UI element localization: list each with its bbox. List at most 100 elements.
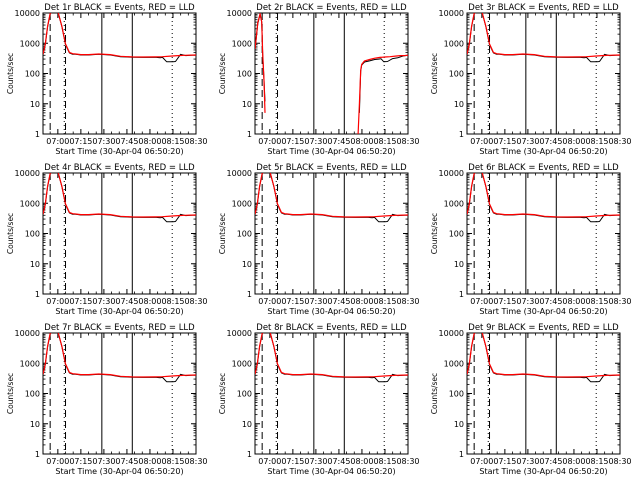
x-axis-label: Start Time (30-Apr-04 06:50:20): [55, 467, 183, 476]
x-tick-label: 07:00: [46, 297, 69, 306]
y-tick-label: 100: [449, 230, 464, 239]
x-tick-label: 08:15: [585, 297, 608, 306]
x-tick-label: 07:15: [493, 297, 516, 306]
panel-title: Det 5r BLACK = Events, RED = LLD: [256, 163, 407, 173]
y-tick-label: 1: [35, 290, 40, 299]
lld-rate-line-1: [467, 333, 620, 378]
marker-lines: [49, 13, 173, 134]
x-tick-label: 07:15: [281, 297, 304, 306]
x-tick-label: 08:00: [138, 137, 161, 146]
x-tick-label: 07:15: [281, 137, 304, 146]
y-tick-label: 100: [449, 70, 464, 79]
x-tick-label: 07:45: [327, 457, 350, 466]
x-tick-label: 07:45: [327, 297, 350, 306]
y-tick-label: 1: [459, 290, 464, 299]
x-tick-label: 07:45: [115, 137, 138, 146]
x-tick-label: 08:00: [350, 297, 373, 306]
x-tick-label: 08:00: [562, 297, 585, 306]
panel-title: Det 9r BLACK = Events, RED = LLD: [468, 323, 619, 333]
y-tick-label: 10000: [439, 329, 464, 338]
x-tick-label: 07:00: [258, 297, 281, 306]
panel-title: Det 7r BLACK = Events, RED = LLD: [44, 323, 195, 333]
detector-panel-5: 1 10 100 1000 10000 07:00 07:15 07:30 07:45 08:00…: [218, 163, 420, 316]
y-tick-label: 1: [247, 290, 252, 299]
y-axis-label: Counts/sec: [6, 213, 15, 254]
series-group: [467, 13, 620, 63]
marker-lines: [49, 173, 173, 294]
x-tick-label: 07:00: [258, 457, 281, 466]
x-tick-label: 08:00: [350, 137, 373, 146]
x-tick-label: 07:30: [304, 137, 327, 146]
x-tick-label: 08:15: [373, 137, 396, 146]
y-tick-label: 100: [25, 230, 40, 239]
y-tick-label: 10: [242, 100, 252, 109]
detector-panel-9: 1 10 100 1000 10000 07:00 07:15 07:30 07:45 08:00…: [430, 323, 632, 476]
x-axis-label: Start Time (30-Apr-04 06:50:20): [267, 307, 395, 316]
x-tick-label: 07:00: [258, 137, 281, 146]
y-tick-label: 10: [242, 260, 252, 269]
y-tick-label: 1000: [444, 359, 464, 368]
y-tick-label: 100: [237, 70, 252, 79]
marker-lines: [473, 13, 597, 134]
x-tick-label: 08:15: [585, 457, 608, 466]
y-tick-label: 100: [237, 230, 252, 239]
marker-lines: [49, 333, 173, 454]
lld-rate-line-3: [357, 54, 408, 134]
x-tick-label: 08:15: [373, 457, 396, 466]
y-tick-label: 10: [454, 260, 464, 269]
detector-panel-7: 1 10 100 1000 10000 07:00 07:15 07:30 07:45 08:00…: [6, 323, 208, 476]
y-tick-label: 10000: [15, 169, 40, 178]
x-tick-label: 07:00: [46, 457, 69, 466]
detector-panel-6: 1 10 100 1000 10000 07:00 07:15 07:30 07:45 08:00…: [430, 163, 632, 316]
y-tick-label: 1000: [232, 39, 252, 48]
y-tick-label: 10000: [227, 169, 252, 178]
x-tick-label: 08:30: [184, 457, 207, 466]
x-tick-label: 07:15: [281, 457, 304, 466]
x-axis-label: Start Time (30-Apr-04 06:50:20): [55, 147, 183, 156]
x-tick-label: 08:00: [562, 137, 585, 146]
y-axis-label: Counts/sec: [218, 373, 227, 414]
x-tick-label: 08:15: [373, 297, 396, 306]
panel-title: Det 6r BLACK = Events, RED = LLD: [468, 163, 619, 173]
x-tick-label: 07:30: [304, 457, 327, 466]
y-tick-label: 100: [449, 390, 464, 399]
series-group: [43, 13, 196, 63]
detector-panel-3: 1 10 100 1000 10000 07:00 07:15 07:30 07:45 08:00…: [430, 3, 632, 156]
series-group: [255, 173, 408, 223]
x-tick-label: 07:45: [539, 137, 562, 146]
x-tick-label: 07:15: [493, 137, 516, 146]
x-tick-label: 07:15: [69, 297, 92, 306]
x-tick-label: 07:30: [92, 297, 115, 306]
x-axis-label: Start Time (30-Apr-04 06:50:20): [55, 307, 183, 316]
x-tick-label: 08:15: [161, 457, 184, 466]
x-tick-label: 08:30: [396, 457, 419, 466]
y-tick-label: 10: [30, 420, 40, 429]
panel-title: Det 1r BLACK = Events, RED = LLD: [44, 3, 195, 13]
events-rate-line-1: [358, 54, 408, 113]
x-tick-label: 08:30: [608, 297, 631, 306]
lld-rate-line-1: [43, 13, 196, 58]
y-tick-label: 10000: [15, 9, 40, 18]
y-axis-label: Counts/sec: [6, 53, 15, 94]
x-tick-label: 07:00: [470, 297, 493, 306]
y-tick-label: 1: [35, 450, 40, 459]
y-tick-label: 10: [30, 260, 40, 269]
x-tick-label: 07:45: [115, 297, 138, 306]
y-tick-label: 10: [242, 420, 252, 429]
y-tick-label: 1: [459, 450, 464, 459]
x-tick-label: 08:30: [608, 137, 631, 146]
detector-panel-2: 1 10 100 1000 10000 07:00 07:15 07:30 07:45 08:00…: [218, 3, 420, 156]
x-tick-label: 08:00: [350, 457, 373, 466]
y-tick-label: 1000: [20, 199, 40, 208]
lld-rate-line-1: [43, 333, 196, 378]
series-group: [43, 333, 196, 383]
y-tick-label: 10000: [439, 169, 464, 178]
x-tick-label: 07:00: [470, 457, 493, 466]
x-tick-label: 07:15: [69, 457, 92, 466]
y-tick-label: 10000: [227, 9, 252, 18]
y-tick-label: 1000: [444, 199, 464, 208]
x-tick-label: 07:30: [92, 457, 115, 466]
x-axis-label: Start Time (30-Apr-04 06:50:20): [479, 147, 607, 156]
marker-lines: [261, 173, 385, 294]
